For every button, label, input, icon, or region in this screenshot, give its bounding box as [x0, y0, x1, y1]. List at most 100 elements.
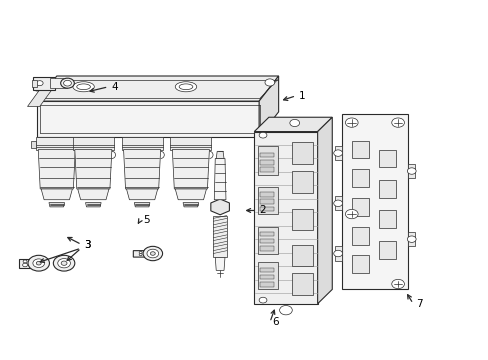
Bar — [260, 199, 273, 204]
Polygon shape — [123, 149, 160, 189]
Polygon shape — [183, 203, 198, 207]
Bar — [260, 267, 273, 272]
Circle shape — [345, 118, 357, 127]
Circle shape — [61, 261, 67, 265]
Bar — [351, 140, 368, 158]
Bar — [260, 207, 273, 211]
Circle shape — [289, 120, 299, 127]
Bar — [292, 171, 312, 193]
Polygon shape — [317, 117, 331, 304]
Circle shape — [391, 118, 404, 127]
Polygon shape — [73, 137, 114, 149]
Polygon shape — [38, 149, 75, 189]
Bar — [258, 146, 277, 175]
Polygon shape — [133, 251, 153, 257]
Circle shape — [33, 259, 44, 267]
Bar — [260, 167, 273, 172]
Bar — [351, 198, 368, 216]
Bar — [292, 142, 312, 164]
Circle shape — [345, 210, 357, 219]
Polygon shape — [175, 189, 206, 200]
Polygon shape — [213, 216, 226, 257]
Polygon shape — [170, 137, 211, 149]
Polygon shape — [41, 189, 72, 200]
Bar — [292, 244, 312, 266]
Ellipse shape — [77, 84, 90, 90]
Bar — [292, 273, 312, 295]
Circle shape — [150, 252, 155, 255]
Text: 2: 2 — [259, 206, 266, 216]
Polygon shape — [85, 203, 101, 207]
Bar — [258, 262, 277, 289]
Text: 3: 3 — [84, 239, 91, 249]
Ellipse shape — [179, 84, 192, 90]
Circle shape — [333, 200, 342, 207]
Circle shape — [391, 279, 404, 289]
Ellipse shape — [73, 82, 94, 92]
Text: 4: 4 — [111, 82, 118, 92]
Circle shape — [333, 150, 342, 156]
Bar — [378, 211, 395, 228]
Bar — [260, 231, 273, 236]
Circle shape — [28, 255, 49, 271]
Polygon shape — [216, 151, 224, 158]
Bar — [260, 192, 273, 197]
Polygon shape — [37, 101, 259, 137]
Polygon shape — [78, 189, 109, 200]
Text: 6: 6 — [272, 318, 279, 327]
Polygon shape — [49, 203, 64, 207]
Bar — [351, 169, 368, 187]
Circle shape — [139, 253, 142, 256]
Circle shape — [63, 80, 71, 86]
Text: 3: 3 — [84, 239, 91, 249]
Polygon shape — [407, 164, 414, 178]
Circle shape — [36, 81, 43, 86]
Bar — [351, 255, 368, 273]
Circle shape — [147, 249, 158, 258]
Circle shape — [139, 251, 142, 253]
Polygon shape — [32, 80, 37, 87]
Polygon shape — [50, 78, 67, 88]
Polygon shape — [75, 149, 112, 189]
Polygon shape — [259, 76, 278, 137]
Circle shape — [23, 260, 27, 263]
Polygon shape — [215, 257, 224, 270]
Circle shape — [259, 297, 266, 303]
Polygon shape — [134, 203, 150, 207]
Ellipse shape — [175, 82, 196, 92]
Bar — [260, 282, 273, 287]
Polygon shape — [210, 199, 229, 215]
Bar — [260, 160, 273, 165]
Circle shape — [61, 78, 74, 88]
Polygon shape — [254, 117, 331, 132]
Circle shape — [22, 263, 27, 267]
Circle shape — [333, 250, 342, 257]
Polygon shape — [172, 149, 209, 189]
Bar — [260, 153, 273, 157]
Bar — [378, 241, 395, 259]
Circle shape — [407, 168, 415, 174]
Bar — [292, 209, 312, 230]
Bar — [378, 149, 395, 167]
Bar — [258, 187, 277, 214]
Circle shape — [264, 79, 274, 86]
Circle shape — [33, 85, 41, 91]
Polygon shape — [126, 189, 158, 200]
Polygon shape — [214, 158, 225, 200]
Circle shape — [407, 236, 415, 242]
Polygon shape — [27, 80, 59, 107]
Polygon shape — [19, 259, 31, 267]
Polygon shape — [31, 140, 36, 148]
Text: 1: 1 — [298, 91, 305, 101]
Bar — [378, 180, 395, 198]
Circle shape — [279, 306, 292, 315]
Circle shape — [58, 258, 70, 268]
Polygon shape — [334, 146, 341, 160]
Polygon shape — [37, 76, 278, 101]
Bar — [260, 275, 273, 279]
Bar — [351, 226, 368, 244]
Circle shape — [143, 246, 162, 261]
Polygon shape — [122, 137, 162, 149]
Polygon shape — [33, 77, 55, 90]
Text: 5: 5 — [142, 215, 149, 225]
